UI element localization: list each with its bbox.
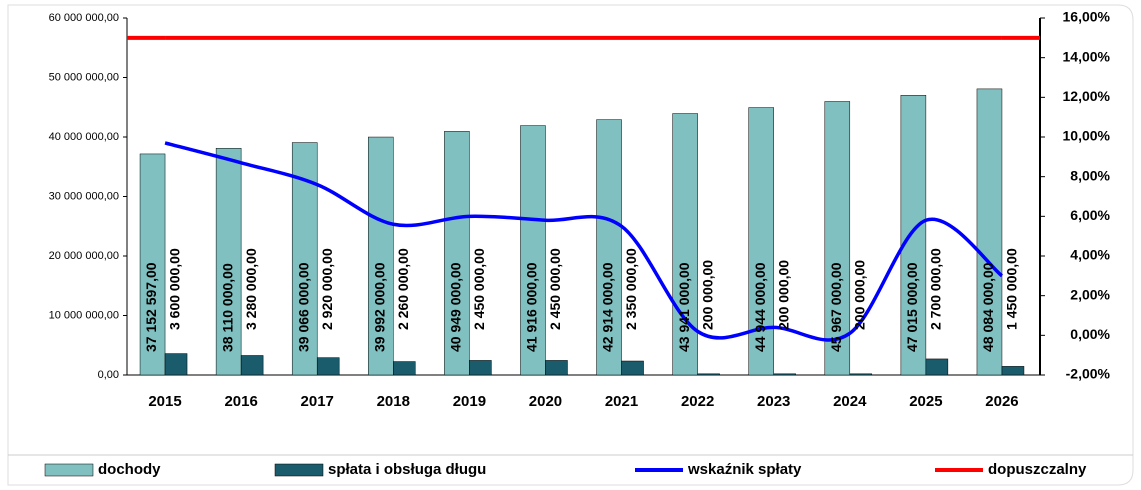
line-series [164, 141, 1004, 342]
value-label: 39 066 000,00 [295, 262, 311, 352]
value-label: 39 992 000,00 [371, 262, 387, 352]
bar [900, 95, 927, 376]
bar [596, 119, 622, 376]
x-tick-label: 2019 [453, 393, 486, 410]
bar [469, 360, 492, 376]
value-label: 37 152 597,00 [143, 262, 159, 352]
y2-tick-label: 12,00% [1063, 88, 1111, 104]
bar [697, 373, 720, 376]
value-label: 41 916 000,00 [524, 262, 540, 352]
bar [1001, 366, 1025, 376]
value-label: 3 600 000,00 [167, 248, 183, 330]
y2-tick-label: 0,00% [1070, 326, 1110, 342]
value-label: 45 967 000,00 [828, 262, 844, 352]
value-label: 2 350 000,00 [623, 248, 639, 330]
value-label: 2 920 000,00 [319, 248, 335, 330]
bar [368, 136, 394, 376]
bar [976, 88, 1003, 376]
bar [393, 361, 416, 376]
y2-tick-label: 2,00% [1070, 286, 1110, 302]
legend-swatch [44, 463, 94, 477]
bar [164, 353, 188, 376]
bar [773, 373, 796, 376]
x-tick-label: 2023 [757, 393, 790, 410]
bar [215, 147, 242, 376]
legend-swatch [274, 463, 324, 477]
value-label: 2 260 000,00 [395, 248, 411, 330]
value-label: 47 015 000,00 [904, 262, 920, 352]
value-label: 44 944 000,00 [752, 262, 768, 352]
value-label: 1 450 000,00 [1004, 248, 1020, 330]
x-tick-label: 2021 [605, 393, 638, 410]
value-label: 48 084 000,00 [980, 262, 996, 352]
bar [139, 153, 166, 376]
x-tick-label: 2022 [681, 393, 714, 410]
legend-label: dopuszczalny [988, 461, 1087, 478]
x-tick-label: 2025 [909, 393, 942, 410]
value-label: 2 450 000,00 [547, 248, 563, 330]
bar [316, 357, 340, 376]
y-tick-label: 60 000 000,00 [49, 12, 119, 24]
y-tick-label: 30 000 000,00 [49, 190, 119, 202]
y-tick-label: 0,00 [98, 369, 119, 381]
chart-frame [7, 4, 1134, 486]
x-tick-label: 2016 [224, 393, 257, 410]
bar [849, 373, 873, 376]
legend-label: spłata i obsługa długu [328, 461, 486, 478]
y2-tick-label: 4,00% [1070, 247, 1110, 263]
value-label: 200 000,00 [699, 260, 715, 330]
bar [925, 358, 949, 376]
legend-label: wskaźnik spłaty [687, 461, 802, 478]
bar [444, 131, 470, 376]
bar [240, 355, 264, 376]
value-label: 38 110 000,00 [219, 263, 235, 352]
y2-tick-label: 6,00% [1070, 207, 1110, 223]
legend-label: dochody [98, 461, 161, 478]
x-tick-label: 2026 [985, 393, 1018, 410]
value-label: 42 914 000,00 [600, 262, 616, 352]
value-label: 200 000,00 [775, 260, 791, 330]
value-label: 3 280 000,00 [243, 248, 259, 330]
bar [621, 360, 644, 376]
x-tick-label: 2024 [833, 393, 867, 410]
value-label: 2 700 000,00 [928, 248, 944, 330]
y2-tick-label: -2,00% [1066, 366, 1111, 382]
y-tick-label: 40 000 000,00 [49, 131, 119, 143]
value-label: 2 450 000,00 [471, 248, 487, 330]
bar [824, 101, 851, 376]
value-label: 40 949 000,00 [448, 262, 464, 352]
value-label: 43 941 000,00 [676, 262, 692, 352]
x-tick-label: 2017 [301, 393, 334, 410]
x-tick-label: 2015 [148, 393, 181, 410]
bar [520, 125, 546, 376]
bar [545, 360, 568, 376]
y-tick-label: 10 000 000,00 [49, 309, 119, 321]
value-label: 200 000,00 [851, 260, 867, 330]
x-tick-label: 2020 [529, 393, 562, 410]
y2-tick-label: 10,00% [1063, 128, 1111, 144]
y2-tick-label: 8,00% [1070, 167, 1110, 183]
y2-tick-label: 14,00% [1063, 48, 1111, 64]
x-tick-label: 2018 [377, 393, 410, 410]
bar [672, 113, 698, 376]
y-tick-label: 50 000 000,00 [49, 71, 119, 83]
y2-tick-label: 16,00% [1063, 9, 1111, 25]
y-tick-label: 20 000 000,00 [49, 250, 119, 262]
